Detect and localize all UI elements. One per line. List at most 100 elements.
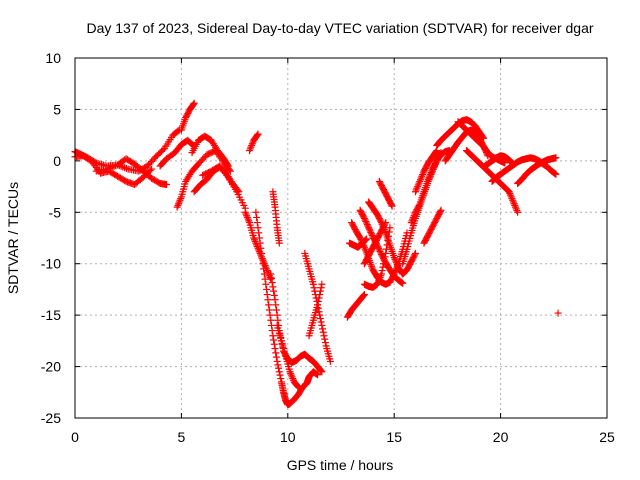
data-point — [258, 249, 266, 257]
data-point — [321, 339, 329, 347]
data-point — [250, 236, 258, 244]
data-point — [380, 224, 388, 232]
data-point — [391, 255, 399, 263]
data-point — [317, 367, 325, 375]
data-point — [390, 254, 398, 262]
data-point — [388, 202, 396, 210]
data-point — [146, 166, 154, 174]
data-point — [245, 147, 253, 155]
data-point — [269, 283, 277, 291]
data-point — [375, 246, 383, 254]
data-point — [243, 213, 251, 221]
data-points — [71, 99, 562, 409]
data-point — [356, 234, 364, 242]
data-point — [309, 280, 317, 288]
data-point — [316, 315, 324, 323]
data-point — [314, 301, 322, 309]
data-point — [316, 287, 324, 295]
data-point — [419, 171, 427, 179]
plot-frame — [74, 57, 608, 419]
data-point — [376, 273, 384, 281]
data-point — [375, 277, 383, 285]
data-point — [260, 258, 268, 266]
data-point — [357, 236, 365, 244]
data-point — [360, 291, 368, 299]
data-point — [380, 225, 388, 233]
data-point — [271, 345, 279, 353]
data-point — [248, 141, 256, 149]
data-point — [409, 213, 417, 221]
data-point — [264, 296, 272, 304]
data-point — [392, 259, 400, 267]
data-point — [253, 219, 261, 227]
data-point — [426, 172, 434, 180]
data-point — [417, 174, 425, 182]
y-tick-label: -5 — [49, 204, 62, 220]
data-point — [258, 255, 266, 263]
data-point — [265, 306, 273, 314]
data-point — [177, 195, 185, 203]
data-point — [412, 186, 420, 194]
data-point — [275, 239, 283, 247]
data-point — [241, 208, 249, 216]
data-point — [293, 381, 301, 389]
data-point — [159, 146, 167, 154]
data-point — [552, 154, 560, 162]
data-point — [252, 208, 260, 216]
data-point — [319, 325, 327, 333]
data-point — [260, 270, 268, 278]
y-tick-label: 0 — [53, 153, 61, 169]
data-point — [268, 279, 276, 287]
data-point — [507, 193, 515, 201]
data-point — [317, 318, 325, 326]
data-point — [310, 284, 318, 292]
data-point — [416, 176, 424, 184]
data-point — [271, 296, 279, 304]
data-point — [253, 241, 261, 249]
data-point — [380, 256, 388, 264]
data-point — [270, 340, 278, 348]
data-point — [294, 382, 302, 390]
data-point — [375, 244, 383, 252]
data-point — [363, 221, 371, 229]
data-point — [552, 170, 560, 178]
data-point — [361, 216, 369, 224]
data-point — [255, 234, 263, 242]
data-point — [511, 201, 519, 209]
data-point — [419, 169, 427, 177]
data-point — [262, 280, 270, 288]
data-point — [253, 213, 261, 221]
data-point — [266, 311, 274, 319]
data-point — [275, 368, 283, 376]
data-point — [360, 291, 368, 299]
data-point — [373, 280, 381, 288]
data-point — [509, 196, 517, 204]
data-point — [318, 321, 326, 329]
data-point — [376, 247, 384, 255]
grid-lines — [75, 58, 607, 418]
data-point — [189, 100, 197, 108]
data-point — [437, 206, 445, 214]
data-point — [256, 239, 264, 247]
data-point — [245, 217, 253, 225]
data-point — [365, 224, 373, 232]
data-point — [415, 201, 423, 209]
data-point — [251, 237, 259, 245]
data-point — [319, 328, 327, 336]
data-point — [385, 232, 393, 240]
data-point — [272, 301, 280, 309]
data-point — [505, 188, 513, 196]
data-point — [407, 219, 415, 227]
data-point — [257, 244, 265, 252]
data-point — [513, 207, 521, 215]
data-point — [509, 198, 517, 206]
data-point — [426, 170, 434, 178]
data-point — [321, 335, 329, 343]
data-point — [274, 361, 282, 369]
data-point — [270, 336, 278, 344]
data-point — [247, 143, 255, 151]
data-point — [378, 220, 386, 228]
data-point — [263, 291, 271, 299]
